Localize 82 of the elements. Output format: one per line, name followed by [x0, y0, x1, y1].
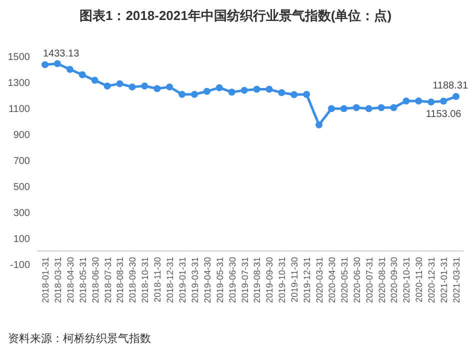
point	[66, 66, 74, 73]
x-tick-label: 2021-03-31	[452, 257, 462, 304]
point	[365, 105, 372, 112]
data-label: 1188.31	[432, 80, 468, 92]
x-tick-label: 2018-10-31	[140, 257, 150, 304]
x-tick-label: 2019-05-31	[214, 257, 225, 304]
point	[266, 86, 273, 93]
data-label: 1433.13	[43, 48, 80, 60]
x-tick-label: 2018-05-31	[78, 257, 88, 304]
x-tick-label: 2019-10-31	[277, 257, 288, 304]
y-tick-label: 1100	[8, 104, 30, 115]
point	[278, 89, 286, 96]
y-tick-label: -100	[10, 260, 30, 271]
point	[452, 93, 460, 100]
point	[352, 104, 360, 112]
x-tick-label: 2018-08-31	[115, 257, 126, 304]
x-tick-label: 2019-06-30	[227, 257, 238, 304]
y-tick-label: 900	[13, 130, 30, 141]
point	[42, 61, 48, 68]
point	[128, 83, 136, 90]
point	[390, 104, 398, 112]
point	[78, 71, 86, 78]
x-tick-label: 2018-06-30	[90, 257, 100, 304]
x-tick-label: 2018-12-31	[165, 257, 176, 304]
x-tick-label: 2019-03-31	[190, 257, 200, 304]
y-tick-label: 700	[13, 156, 30, 167]
point	[104, 82, 111, 90]
point	[316, 121, 322, 128]
point	[216, 84, 223, 92]
x-tick-label: 2019-11-30	[290, 257, 300, 302]
x-tick-label: 2019-08-31	[252, 257, 262, 304]
point	[203, 88, 210, 95]
y-tick-label: 300	[13, 208, 30, 219]
x-tick-label: 2020-12-31	[426, 257, 437, 304]
point	[440, 98, 448, 105]
x-tick-label: 2020-05-31	[339, 257, 350, 304]
point	[154, 85, 161, 92]
x-tick-label: 2019-12-31	[302, 257, 312, 304]
x-tick-label: 2020-07-31	[364, 257, 374, 304]
x-tick-label: 2018-11-30	[152, 257, 163, 302]
data-label: 1153.06	[426, 109, 462, 120]
x-tick-label: 2020-11-30	[414, 257, 424, 302]
point	[303, 90, 310, 98]
point	[415, 97, 422, 104]
x-tick-label: 2020-09-30	[389, 257, 400, 304]
point	[402, 97, 410, 104]
x-tick-label: 2018-03-31	[52, 257, 63, 304]
x-tick-label: 2020-04-30	[326, 257, 337, 304]
x-tick-label: 2018-09-30	[128, 257, 138, 304]
point	[328, 105, 335, 112]
y-tick-label: 1500	[8, 52, 30, 63]
y-tick-label: 1300	[8, 78, 30, 89]
x-tick-label: 2019-01-31	[178, 257, 188, 304]
x-tick-label: 2021-01-31	[439, 257, 450, 304]
point	[290, 91, 298, 98]
x-tick-label: 2020-08-31	[376, 257, 387, 304]
x-tick-label: 2019-04-30	[202, 257, 212, 304]
x-tick-label: 2018-01-31	[40, 257, 50, 304]
text: 资料来源：柯桥纺织景气指数	[8, 332, 151, 345]
point	[141, 82, 148, 90]
point	[253, 86, 260, 93]
x-tick-label: 2018-07-31	[102, 257, 113, 304]
point	[54, 60, 61, 68]
point	[166, 83, 174, 90]
x-tick-label: 2020-10-31	[402, 257, 412, 304]
point	[116, 80, 124, 88]
y-tick-label: 100	[13, 234, 30, 245]
point	[340, 105, 348, 112]
x-tick-label: 2019-09-30	[264, 257, 275, 304]
point	[190, 90, 198, 98]
x-tick-label: 2018-04-30	[65, 257, 76, 304]
point	[240, 86, 248, 94]
y-tick-label: 500	[13, 182, 30, 193]
point	[378, 104, 385, 112]
x-tick-label: 2020-06-30	[352, 257, 362, 304]
point	[428, 98, 435, 106]
point	[178, 90, 186, 98]
x-tick-label: 2020-03-31	[314, 257, 324, 304]
point	[91, 76, 98, 84]
chart-title: 图表1：2018-2021年中国纺织行业景气指数(单位：点)	[79, 8, 392, 23]
point	[228, 88, 236, 96]
x-tick-label: 2019-07-31	[240, 257, 250, 304]
